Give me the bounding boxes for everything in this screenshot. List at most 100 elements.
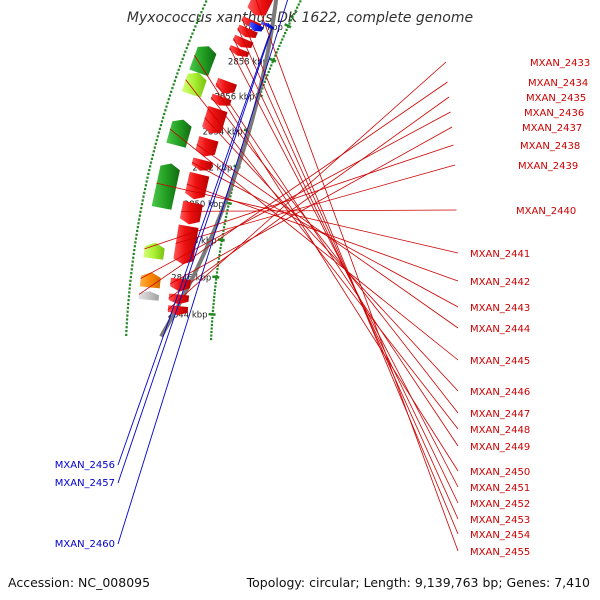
ruler-dot	[134, 241, 137, 244]
ruler-dot	[140, 206, 143, 210]
gene-mxan-2442[interactable]	[185, 171, 210, 200]
gene-label[interactable]: MXAN_2449	[470, 442, 530, 453]
ruler-dot	[128, 287, 131, 290]
ruler-dot	[150, 157, 154, 160]
accession-text: Accession: NC_008095	[8, 575, 151, 590]
ruler-dot	[135, 233, 138, 236]
ruler-dot	[197, 18, 200, 21]
ruler-dot	[125, 326, 128, 329]
gene-label[interactable]: MXAN_2453	[470, 515, 530, 526]
ruler-dot	[133, 248, 136, 252]
ruler-dot	[219, 243, 223, 246]
gene-mxan-2449[interactable]	[215, 77, 237, 94]
gene-label[interactable]: MXAN_2450	[470, 467, 530, 478]
ruler-dot	[213, 292, 216, 295]
gene-mxan-2438[interactable]	[143, 242, 165, 260]
ruler-dot	[279, 41, 282, 44]
gene-mxan-2447[interactable]	[210, 93, 232, 106]
gene-mxan-2450[interactable]	[189, 46, 217, 77]
gene-label[interactable]: MXAN_2452	[470, 499, 530, 510]
leader-line	[241, 18, 459, 535]
ruler-dot	[281, 38, 284, 41]
gene-mxan-2445[interactable]	[166, 119, 192, 148]
kbp-tick	[269, 57, 277, 63]
ruler-dot	[212, 302, 215, 306]
ruler-dot	[139, 210, 142, 213]
ruler-dot	[147, 172, 150, 176]
ruler-dot	[225, 212, 228, 215]
ruler-dot	[137, 222, 140, 225]
gene-mxan-2444[interactable]	[195, 136, 219, 157]
gene-label[interactable]: MXAN_2434	[528, 78, 588, 89]
gene-mxan-2452[interactable]	[232, 34, 254, 48]
gene-label[interactable]: MXAN_2442	[470, 277, 530, 288]
gene-labels[interactable]: MXAN_2433 MXAN_2434 MXAN_2435 MXAN_2436 MXAN…	[55, 58, 591, 558]
leader-line	[167, 61, 447, 311]
gene-mxan-2441[interactable]	[151, 163, 180, 210]
ruler-dot	[210, 337, 213, 341]
gene-label[interactable]: MXAN_2443	[470, 303, 530, 314]
ruler-dot	[274, 54, 277, 57]
gene-mxan-2456[interactable]	[248, 21, 264, 32]
ruler-dot	[168, 94, 172, 97]
gene-label[interactable]: MXAN_2457	[55, 478, 115, 489]
gene-mxan-2455[interactable]	[247, 0, 279, 16]
ruler-dot	[171, 87, 174, 90]
ruler-dot	[188, 39, 191, 42]
ruler-dot	[153, 146, 156, 149]
ruler-dot	[272, 57, 276, 61]
gene-label[interactable]: MXAN_2460	[55, 539, 115, 550]
ruler-dot	[165, 105, 168, 108]
ruler-dot	[163, 112, 166, 116]
gene-mxan-2435[interactable]	[168, 293, 190, 305]
ruler-dot	[166, 101, 169, 104]
ruler-dot	[276, 48, 280, 51]
leader-line	[140, 111, 451, 279]
gene-mxan-2443[interactable]	[191, 157, 213, 171]
ruler-dot	[198, 14, 201, 17]
gene-label[interactable]: MXAN_2444	[470, 324, 530, 335]
ruler-dot	[210, 323, 214, 327]
leader-line	[204, 117, 459, 392]
gene-label[interactable]: MXAN_2440	[516, 206, 576, 217]
ruler-dot	[151, 153, 154, 157]
ruler-dot	[292, 12, 296, 16]
gene-label[interactable]: MXAN_2435	[526, 93, 586, 104]
ruler-dot	[178, 65, 182, 68]
leader-line	[168, 96, 450, 299]
gene-label[interactable]: MXAN_2456	[55, 460, 115, 471]
gene-label[interactable]: MXAN_2455	[470, 547, 530, 558]
gene-label[interactable]: MXAN_2447	[470, 409, 530, 420]
gene-mxan-2434[interactable]	[138, 291, 159, 301]
ruler-dot	[146, 176, 149, 179]
gene-mxan-2440[interactable]	[179, 200, 203, 225]
gene-label[interactable]: MXAN_2446	[470, 387, 530, 398]
gene-label[interactable]: MXAN_2437	[522, 123, 582, 134]
ruler-dot	[214, 285, 217, 288]
gene-label[interactable]: MXAN_2448	[470, 425, 530, 436]
gene-label[interactable]: MXAN_2451	[470, 483, 530, 494]
gene-mxan-2436[interactable]	[139, 272, 161, 289]
ruler-dot	[182, 54, 186, 57]
gene-label[interactable]: MXAN_2438	[520, 141, 580, 152]
ruler-dot	[226, 208, 229, 212]
ruler-dot	[131, 260, 134, 263]
gene-mxan-2439[interactable]	[173, 224, 199, 265]
ruler-dot	[191, 32, 194, 35]
gene-label[interactable]: MXAN_2454	[470, 530, 530, 541]
ruler-dot	[288, 22, 291, 25]
gene-label[interactable]: MXAN_2441	[470, 249, 530, 260]
gene-label[interactable]: MXAN_2436	[524, 108, 584, 119]
ruler-dot	[133, 245, 136, 248]
gene-label[interactable]: MXAN_2445	[470, 356, 530, 367]
ruler-dot	[164, 109, 167, 112]
ruler-dot	[175, 76, 178, 79]
gene-label[interactable]: MXAN_2433	[530, 58, 590, 69]
gene-label[interactable]: MXAN_2439	[518, 161, 578, 172]
gene-mxan-2457[interactable]	[260, 21, 275, 30]
gene-mxan-2448[interactable]	[181, 72, 207, 98]
gene-mxan-2446[interactable]	[202, 105, 228, 134]
ruler-dot	[149, 165, 152, 168]
ruler-dot	[210, 330, 213, 334]
